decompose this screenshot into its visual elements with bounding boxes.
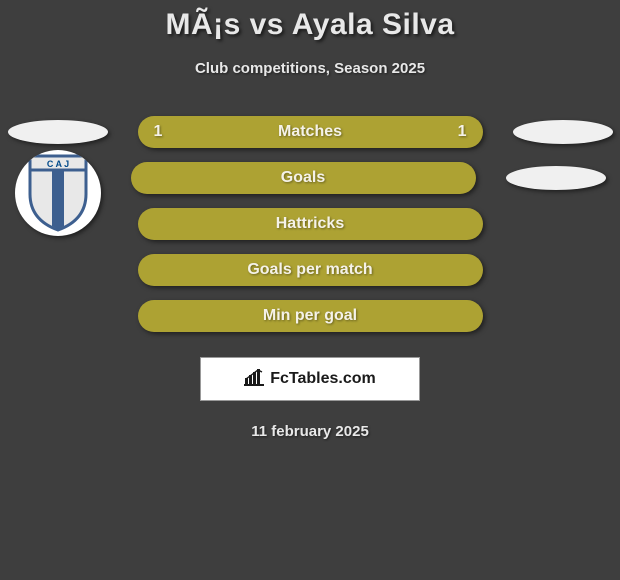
stat-label: Hattricks	[276, 215, 344, 233]
page-title: MÃ¡s vs Ayala Silva	[0, 0, 620, 42]
footer-date: 11 february 2025	[0, 423, 620, 440]
stat-bar: Min per goal	[138, 300, 483, 332]
player-oval	[8, 120, 108, 144]
fctables-attribution[interactable]: FcTables.com	[200, 357, 420, 401]
stat-label: Goals	[281, 169, 325, 187]
stat-value-right: 1	[458, 123, 467, 141]
stats-rows: 1 Matches 1 C A J Goals Hattricks Goals per …	[0, 109, 620, 339]
fctables-label: FcTables.com	[270, 370, 376, 388]
stat-label: Goals per match	[247, 261, 372, 279]
stat-value-left: 1	[154, 123, 163, 141]
stat-row: Min per goal	[0, 293, 620, 339]
stat-label: Matches	[278, 123, 342, 141]
chart-icon	[244, 368, 264, 391]
club-badge: C A J	[15, 150, 101, 236]
infographic-container: MÃ¡s vs Ayala Silva Club competitions, S…	[0, 0, 620, 440]
page-subtitle: Club competitions, Season 2025	[0, 60, 620, 77]
shield-icon: C A J	[26, 154, 90, 232]
svg-text:C A J: C A J	[46, 159, 68, 169]
player-oval	[513, 120, 613, 144]
stat-bar: Goals per match	[138, 254, 483, 286]
player-oval	[506, 166, 606, 190]
stat-bar: Goals	[131, 162, 476, 194]
stat-bar: 1 Matches 1	[138, 116, 483, 148]
stat-row: C A J Goals	[0, 155, 620, 201]
stat-label: Min per goal	[263, 307, 357, 325]
stat-row: 1 Matches 1	[0, 109, 620, 155]
stat-bar: Hattricks	[138, 208, 483, 240]
stat-row: Goals per match	[0, 247, 620, 293]
